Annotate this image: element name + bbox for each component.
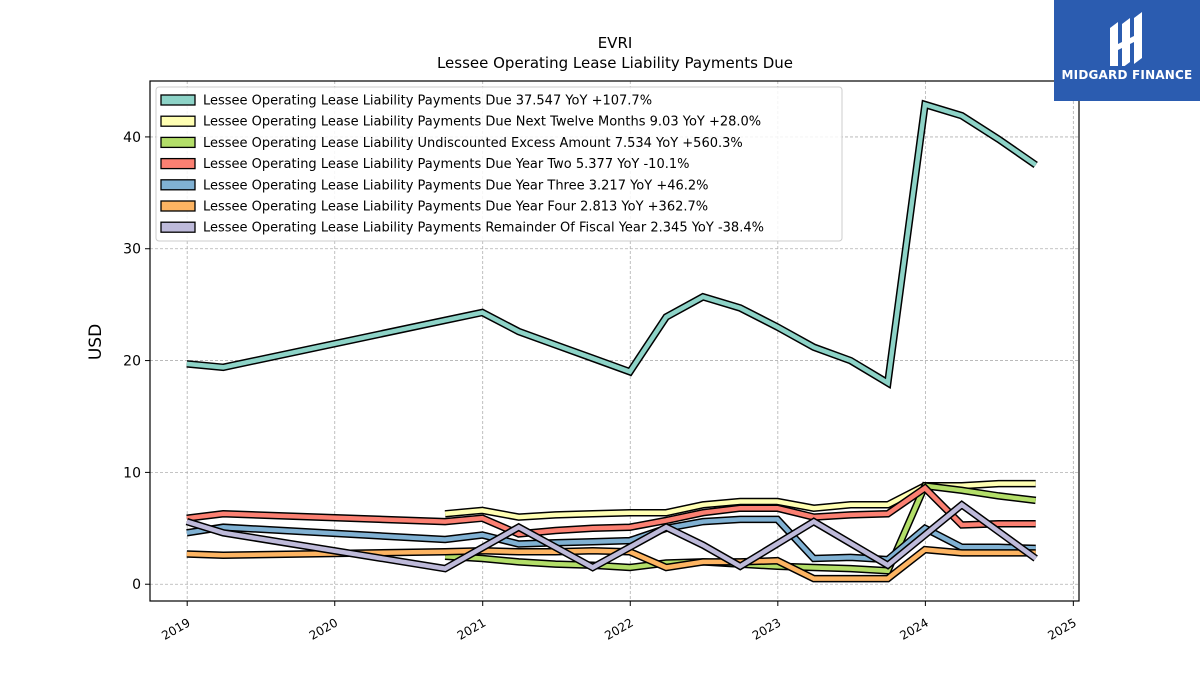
series-line-7 (185, 500, 1038, 573)
legend-label: Lessee Operating Lease Liability Payment… (203, 200, 708, 215)
series-stroke (186, 485, 1036, 537)
legend-label: Lessee Operating Lease Liability Payment… (203, 178, 709, 193)
y-tick-label: 20 (123, 354, 141, 370)
series-stroke (186, 501, 1038, 571)
series-line-1 (186, 99, 1038, 390)
legend-swatch (160, 200, 196, 212)
legend-label: Lessee Operating Lease Liability Payment… (203, 221, 764, 236)
series-line-5 (186, 515, 1036, 564)
chart-title: EVRI (598, 34, 633, 52)
series-group (185, 99, 1038, 583)
legend-swatch (160, 115, 196, 127)
x-tick-label: 2020 (307, 615, 340, 642)
legend-swatch (160, 179, 196, 191)
brand-mark-icon (1110, 12, 1142, 66)
x-tick-label: 2019 (159, 615, 192, 642)
x-tick-label: 2025 (1045, 615, 1078, 642)
legend-box (155, 86, 843, 242)
chart-subtitle: Lessee Operating Lease Liability Payment… (437, 54, 793, 72)
series-line-4 (186, 483, 1036, 538)
x-tick-label: 2023 (750, 615, 783, 642)
brand-logo: MIDGARD FINANCE (1054, 0, 1200, 101)
x-tick-label: 2024 (897, 615, 930, 642)
legend-label: Lessee Operating Lease Liability Payment… (203, 157, 689, 172)
legend-label: Lessee Operating Lease Liability Payment… (203, 94, 652, 109)
brand-name: MIDGARD FINANCE (1061, 68, 1193, 82)
legend-swatch (160, 136, 196, 149)
plot-frame (149, 80, 1080, 602)
series-stroke (186, 101, 1037, 387)
legend-swatch (160, 157, 196, 170)
legend: Lessee Operating Lease Liability Payment… (155, 86, 843, 242)
x-axis: 2019 2020 2021 2022 2023 2024 2025 (159, 601, 1079, 643)
legend-swatch (160, 221, 196, 233)
x-tick-label: 2022 (602, 615, 635, 642)
y-tick-label: 40 (123, 130, 141, 146)
y-axis-label: USD (86, 324, 106, 360)
series-stroke (186, 517, 1036, 562)
y-tick-label: 10 (123, 465, 141, 481)
x-tick-label: 2021 (455, 615, 488, 642)
legend-label: Lessee Operating Lease Liability Payment… (203, 115, 761, 130)
y-tick-label: 30 (123, 242, 141, 258)
y-axis: 0 10 20 30 40 (123, 130, 150, 593)
y-tick-label: 0 (132, 577, 141, 593)
legend-swatch (160, 94, 196, 106)
legend-label: Lessee Operating Lease Liability Undisco… (203, 136, 743, 151)
